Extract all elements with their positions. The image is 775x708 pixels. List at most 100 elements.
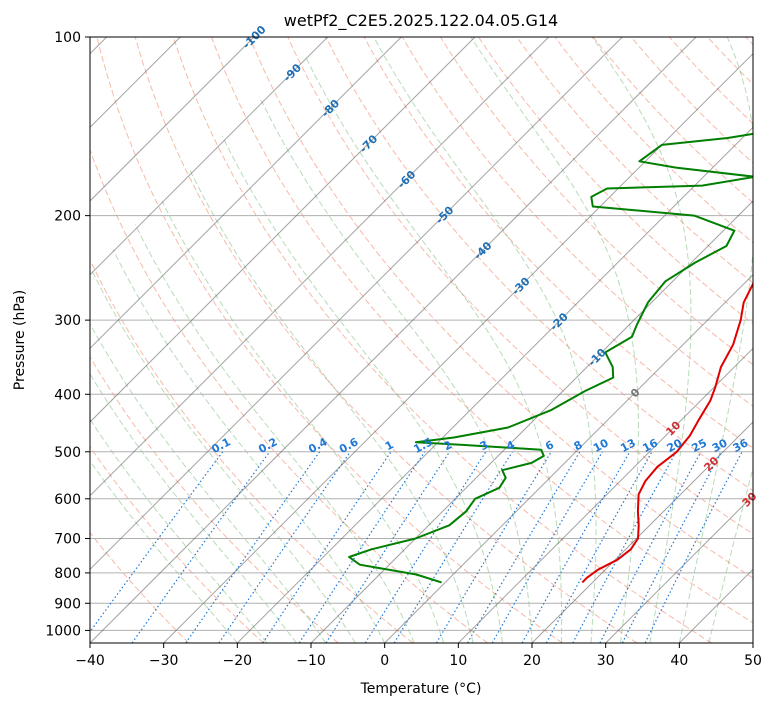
- mixing-ratio-line: [572, 451, 677, 643]
- dry-adiabat-line: [744, 37, 753, 46]
- y-tick-label: 500: [54, 445, 81, 461]
- x-tick-label: 40: [670, 653, 688, 669]
- x-tick-label: −30: [149, 653, 179, 669]
- dry-adiabat-line: [134, 37, 638, 643]
- mixing-ratio-line: [466, 451, 581, 643]
- isotherm-line: [90, 37, 476, 423]
- moist-adiabat-line: [90, 268, 356, 643]
- mixing-ratio-line: [521, 451, 631, 643]
- isotherm-line: [384, 273, 753, 643]
- dry-adiabat-line: [477, 37, 753, 325]
- x-tick-label: 0: [380, 653, 389, 669]
- mixing-ratio-line: [599, 451, 702, 643]
- mixing-ratio-label: 0.4: [306, 435, 330, 456]
- x-tick-label: 20: [523, 653, 541, 669]
- x-tick-label: 30: [597, 653, 615, 669]
- moist-adiabat-line: [161, 200, 445, 643]
- isotherm-line: [163, 52, 753, 643]
- y-tick-label: 900: [54, 596, 81, 612]
- plot-frame: [89, 36, 754, 644]
- moist-adiabat-line: [90, 373, 297, 643]
- mixing-ratio-line: [298, 451, 426, 643]
- dry-adiabat-line: [592, 37, 753, 204]
- moist-adiabat-line: [470, 37, 639, 643]
- isotherm-label: -90: [281, 61, 304, 84]
- mixing-ratio-label: 25: [689, 436, 709, 455]
- isotherm-line: [90, 37, 697, 643]
- isotherm-line: [605, 494, 753, 643]
- y-tick-label: 400: [54, 387, 81, 403]
- x-tick-label: −10: [296, 653, 326, 669]
- mixing-ratio-label: 20: [665, 436, 685, 455]
- mixing-ratio-label: 6: [543, 438, 556, 453]
- mixing-ratio-line: [185, 451, 321, 643]
- isotherm-label: -80: [319, 97, 342, 120]
- moist-adiabat-line: [258, 96, 533, 643]
- isotherm-line: [531, 421, 753, 643]
- x-tick-label: 10: [449, 653, 467, 669]
- dry-adiabat-line: [706, 37, 753, 85]
- moist-adiabat-line: [373, 37, 597, 643]
- dewpoint-profile-line: [348, 132, 753, 584]
- dry-adiabat-line: [401, 37, 753, 407]
- dry-adiabat-line: [90, 445, 264, 643]
- temperature-profile-line: [581, 282, 753, 584]
- y-tick-label: 1000: [45, 623, 81, 639]
- dry-adiabat-line: [439, 37, 753, 366]
- isotherm-line: [90, 37, 182, 129]
- dry-adiabat-line: [554, 37, 753, 244]
- y-tick-label: 700: [54, 532, 81, 548]
- dry-adiabat-line: [90, 531, 190, 643]
- isotherm-line: [457, 347, 753, 643]
- mixing-ratio-label: 0.1: [209, 435, 232, 456]
- moist-adiabat-line: [90, 460, 238, 643]
- mixing-ratio-label: 1.5: [411, 435, 434, 456]
- isotherm-line: [90, 37, 550, 497]
- mixing-ratio-label: 4: [504, 438, 517, 453]
- axes: −40 −30 −20 −10 0 10 20 30 40 5010020030040050060…: [45, 30, 762, 669]
- dry-adiabat-line: [90, 258, 414, 643]
- mixing-ratio-line: [364, 451, 487, 643]
- dry-adiabat-line: [96, 37, 563, 643]
- y-tick-label: 600: [54, 492, 81, 508]
- isotherm-line: [90, 37, 403, 350]
- mixing-ratio-line: [90, 451, 224, 633]
- moist-adiabat-line: [134, 224, 415, 643]
- mixing-ratio-label: 10: [591, 436, 611, 455]
- series-layer: [348, 132, 753, 584]
- grid-layer: [90, 24, 775, 643]
- y-tick-label: 300: [54, 313, 81, 329]
- mixing-ratio-label: 16: [640, 436, 660, 455]
- moist-adiabat-line: [305, 56, 563, 643]
- mixing-ratio-line: [435, 451, 552, 643]
- isotherm-line: [236, 126, 753, 643]
- chart-title: wetPf2_C2E5.2025.122.04.05.G14: [284, 11, 558, 31]
- mixing-ratio-line: [131, 451, 271, 643]
- mixing-ratio-line: [644, 451, 743, 643]
- moist-adiabat-line: [112, 249, 386, 643]
- isotherm-line: [90, 37, 255, 202]
- mixing-ratio-line: [262, 451, 392, 643]
- mixing-ratio-label: 30: [710, 436, 730, 455]
- moist-adiabat-line: [90, 322, 327, 643]
- y-tick-label: 800: [54, 566, 81, 582]
- mixing-ratio-label: 36: [731, 436, 751, 455]
- mixing-ratio-label: 1: [383, 438, 396, 453]
- moist-adiabat-line: [90, 418, 268, 643]
- plot-area: [90, 24, 775, 643]
- dry-adiabat-line: [249, 37, 753, 579]
- mixing-ratio-label: 13: [618, 436, 638, 455]
- x-axis-label: Temperature (°C): [360, 681, 482, 697]
- mixing-ratio-line: [325, 451, 451, 643]
- y-tick-label: 100: [54, 30, 81, 46]
- dry-adiabat-line: [325, 37, 753, 492]
- mixing-ratio-label: 0.6: [337, 435, 361, 456]
- dry-adiabat-line: [771, 24, 775, 643]
- dry-adiabat-line: [630, 37, 753, 164]
- dry-adiabat-line: [668, 37, 753, 125]
- x-tick-label: −20: [223, 653, 253, 669]
- moist-adiabat-line: [591, 37, 692, 643]
- y-tick-label: 200: [54, 209, 81, 225]
